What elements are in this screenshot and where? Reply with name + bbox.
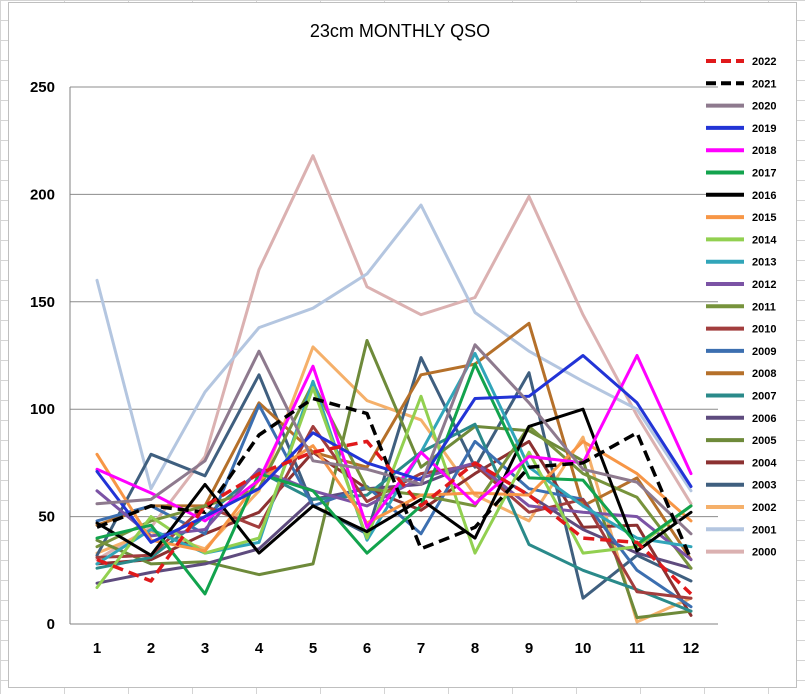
x-tick-label: 10 (575, 640, 592, 657)
x-tick-labels: 1 2 3 4 5 6 7 8 9 10 11 12 (93, 640, 700, 657)
x-tick-label: 9 (525, 640, 533, 657)
legend-label-2006: 2006 (752, 413, 776, 425)
legend-label-2007: 2007 (752, 391, 776, 403)
axes (69, 87, 718, 625)
legend-label-2022: 2022 (752, 56, 776, 68)
legend-label-2020: 2020 (752, 101, 776, 113)
y-tick-label: 150 (30, 294, 55, 311)
x-tick-label: 8 (471, 640, 479, 657)
series-line-2001 (95, 203, 693, 493)
x-tick-label: 1 (93, 640, 101, 657)
legend-label-2015: 2015 (752, 212, 776, 224)
legend-label-2019: 2019 (752, 123, 776, 135)
legend-label-2011: 2011 (752, 301, 776, 313)
x-tick-label: 3 (201, 640, 209, 657)
series-lines (95, 154, 693, 624)
x-tick-label: 6 (363, 640, 371, 657)
legend-label-2013: 2013 (752, 257, 776, 269)
legend-label-2012: 2012 (752, 279, 776, 291)
y-tick-label: 100 (30, 401, 55, 418)
x-tick-label: 2 (147, 640, 155, 657)
series-line-2016 (95, 407, 693, 557)
series-line-2005 (95, 339, 693, 620)
legend-label-2005: 2005 (752, 435, 776, 447)
series-line-2014 (95, 386, 693, 589)
y-tick-label: 200 (30, 186, 55, 203)
legend-label-2021: 2021 (752, 78, 776, 90)
legend-label-2001: 2001 (752, 524, 776, 536)
chart-title: 23cm MONTHLY QSO (310, 21, 490, 41)
series-line-2008 (95, 321, 693, 562)
x-tick-label: 7 (417, 640, 425, 657)
x-tick-label: 11 (629, 640, 645, 657)
y-tick-labels: 0 50 100 150 200 250 (30, 79, 55, 633)
legend-label-2010: 2010 (752, 324, 776, 336)
legend-label-2002: 2002 (752, 502, 776, 514)
x-tick-label: 4 (255, 640, 264, 657)
series-line-2022 (96, 439, 693, 596)
series-line-2007 (95, 422, 693, 613)
y-tick-label: 250 (30, 79, 55, 96)
legend-label-2014: 2014 (752, 234, 777, 246)
legend-label-2017: 2017 (752, 168, 776, 180)
legend-label-2018: 2018 (752, 145, 776, 157)
x-tick-label: 5 (309, 640, 317, 657)
legend-label-2008: 2008 (752, 368, 776, 380)
series-line-2003 (95, 356, 693, 600)
series-line-2002 (95, 345, 693, 624)
y-tick-label: 50 (38, 509, 55, 526)
y-tick-label: 0 (47, 616, 55, 633)
series-line-2017 (95, 362, 693, 596)
series-line-2004 (95, 439, 693, 617)
legend-label-2016: 2016 (752, 190, 776, 202)
legend: 2022 2021 2020 2019 2018 2017 2016 2015 2014 2013… (706, 56, 777, 559)
x-tick-label: 12 (683, 640, 700, 657)
legend-label-2003: 2003 (752, 480, 776, 492)
legend-label-2009: 2009 (752, 346, 776, 358)
legend-label-2004: 2004 (752, 457, 777, 469)
series-line-2021 (96, 396, 693, 561)
legend-label-2000: 2000 (752, 547, 776, 559)
